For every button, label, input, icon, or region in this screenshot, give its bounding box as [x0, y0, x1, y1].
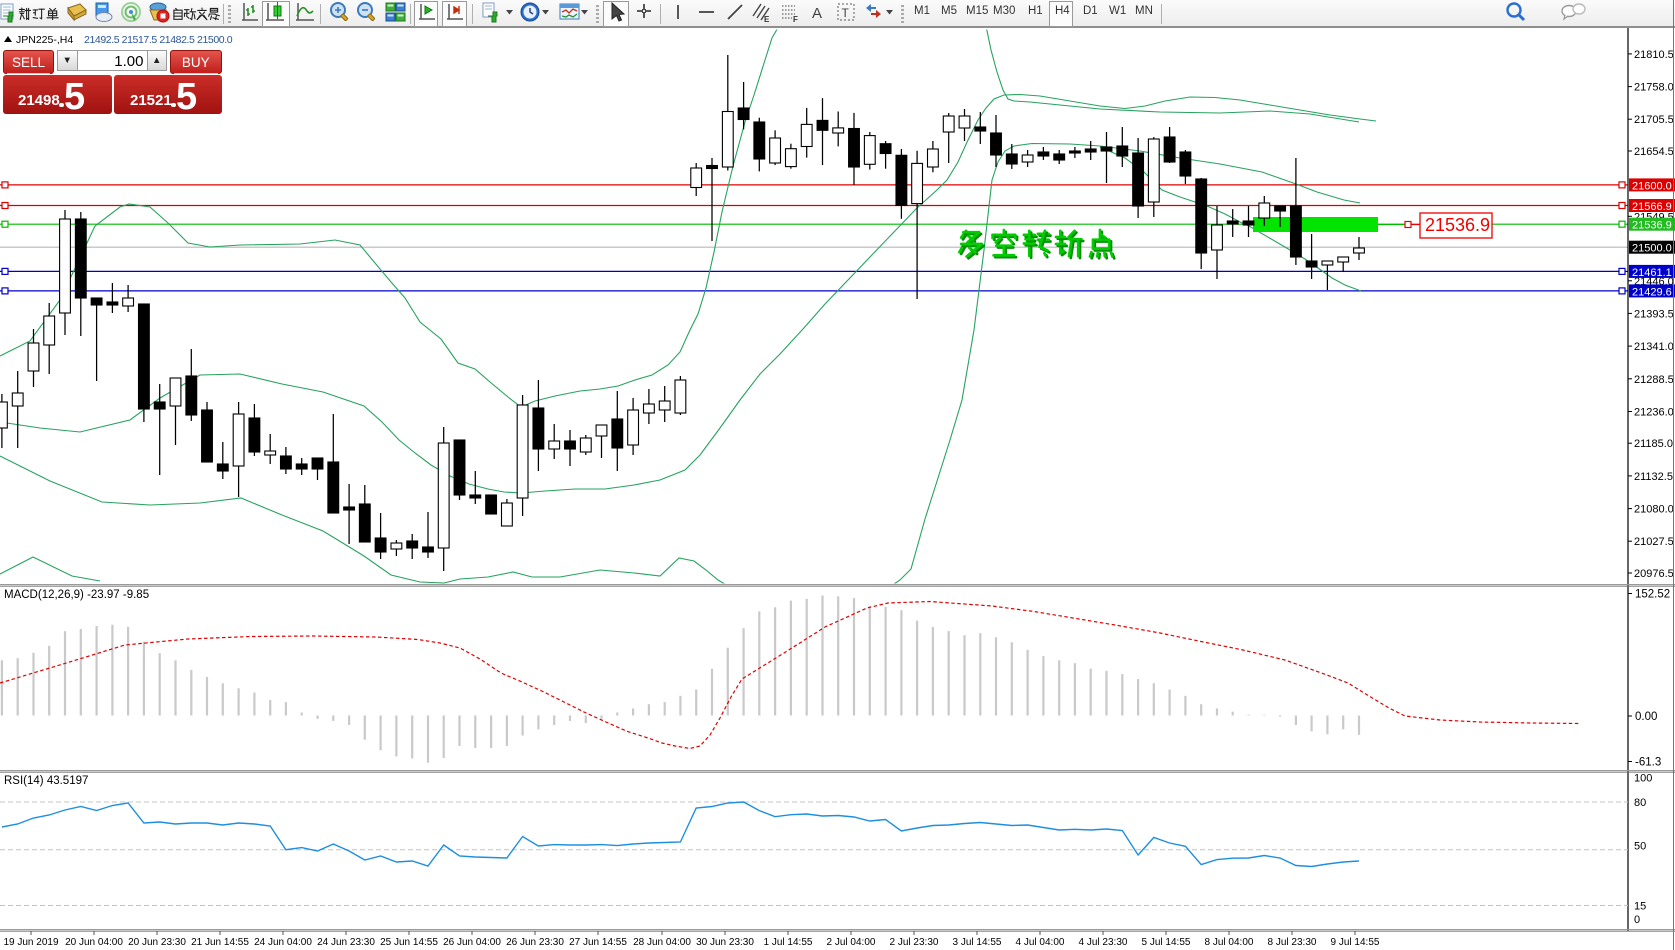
svg-text:30 Jun 23:30: 30 Jun 23:30 — [696, 937, 754, 948]
svg-text:50: 50 — [1634, 841, 1646, 853]
svg-text:E: E — [764, 15, 770, 24]
svg-text:15: 15 — [1634, 901, 1646, 913]
svg-text:21027.5: 21027.5 — [1634, 536, 1674, 548]
svg-text:21393.5: 21393.5 — [1634, 308, 1674, 320]
svg-text:-61.3: -61.3 — [1635, 757, 1661, 769]
svg-text:21 Jun 14:55: 21 Jun 14:55 — [191, 937, 249, 948]
svg-text:20976.5: 20976.5 — [1634, 568, 1674, 580]
svg-text:152.52: 152.52 — [1635, 589, 1670, 601]
svg-text:21536.9: 21536.9 — [1425, 215, 1490, 235]
svg-text:26 Jun 04:00: 26 Jun 04:00 — [443, 937, 501, 948]
svg-text:20 Jun 23:30: 20 Jun 23:30 — [128, 937, 186, 948]
svg-text:21288.5: 21288.5 — [1634, 374, 1674, 386]
svg-text:21236.0: 21236.0 — [1634, 407, 1674, 419]
svg-text:21461.1: 21461.1 — [1632, 267, 1672, 279]
svg-text:F: F — [793, 15, 798, 24]
svg-text:21810.5: 21810.5 — [1634, 49, 1674, 61]
svg-text:21600.0: 21600.0 — [1632, 180, 1672, 192]
svg-text:27 Jun 14:55: 27 Jun 14:55 — [569, 937, 627, 948]
svg-text:24 Jun 23:30: 24 Jun 23:30 — [317, 937, 375, 948]
svg-text:5 Jul 14:55: 5 Jul 14:55 — [1142, 937, 1191, 948]
svg-text:0.00: 0.00 — [1635, 711, 1657, 723]
svg-text:21132.5: 21132.5 — [1634, 471, 1673, 483]
svg-text:MACD(12,26,9) -23.97 -9.85: MACD(12,26,9) -23.97 -9.85 — [4, 589, 149, 601]
svg-text:21500.0: 21500.0 — [1632, 243, 1672, 255]
svg-text:JPN225-,H4: JPN225-,H4 — [16, 34, 73, 46]
svg-text:21492.5 21517.5 21482.5 21500.: 21492.5 21517.5 21482.5 21500.0 — [84, 34, 233, 46]
svg-text:T: T — [842, 6, 850, 20]
svg-text:21080.0: 21080.0 — [1634, 504, 1674, 516]
svg-text:26 Jun 23:30: 26 Jun 23:30 — [506, 937, 564, 948]
svg-text:3 Jul 14:55: 3 Jul 14:55 — [953, 937, 1002, 948]
svg-text:A: A — [812, 5, 822, 22]
svg-text:100: 100 — [1634, 773, 1652, 785]
svg-text:80: 80 — [1634, 797, 1646, 809]
svg-text:21536.9: 21536.9 — [1632, 220, 1672, 232]
svg-text:4 Jul 04:00: 4 Jul 04:00 — [1016, 937, 1065, 948]
svg-text:2 Jul 04:00: 2 Jul 04:00 — [827, 937, 876, 948]
svg-text:8 Jul 23:30: 8 Jul 23:30 — [1268, 937, 1317, 948]
svg-text:21705.5: 21705.5 — [1634, 114, 1674, 126]
svg-text:21654.5: 21654.5 — [1634, 146, 1674, 158]
svg-text:24 Jun 04:00: 24 Jun 04:00 — [254, 937, 312, 948]
svg-text:21185.0: 21185.0 — [1634, 438, 1673, 450]
svg-text:4 Jul 23:30: 4 Jul 23:30 — [1079, 937, 1128, 948]
svg-text:21429.6: 21429.6 — [1632, 286, 1672, 298]
svg-text:RSI(14) 43.5197: RSI(14) 43.5197 — [4, 775, 88, 787]
svg-text:1 Jul 14:55: 1 Jul 14:55 — [764, 937, 813, 948]
svg-text:9 Jul 14:55: 9 Jul 14:55 — [1331, 937, 1380, 948]
svg-text:21341.0: 21341.0 — [1634, 341, 1674, 353]
svg-text:8 Jul 04:00: 8 Jul 04:00 — [1205, 937, 1254, 948]
svg-text:19 Jun 2019: 19 Jun 2019 — [3, 937, 58, 948]
svg-text:21566.9: 21566.9 — [1632, 201, 1672, 213]
svg-text:0: 0 — [1634, 914, 1640, 926]
svg-text:28 Jun 04:00: 28 Jun 04:00 — [633, 937, 691, 948]
svg-text:25 Jun 14:55: 25 Jun 14:55 — [380, 937, 438, 948]
svg-text:21758.0: 21758.0 — [1634, 82, 1674, 94]
svg-text:2 Jul 23:30: 2 Jul 23:30 — [890, 937, 939, 948]
svg-text:20 Jun 04:00: 20 Jun 04:00 — [65, 937, 123, 948]
